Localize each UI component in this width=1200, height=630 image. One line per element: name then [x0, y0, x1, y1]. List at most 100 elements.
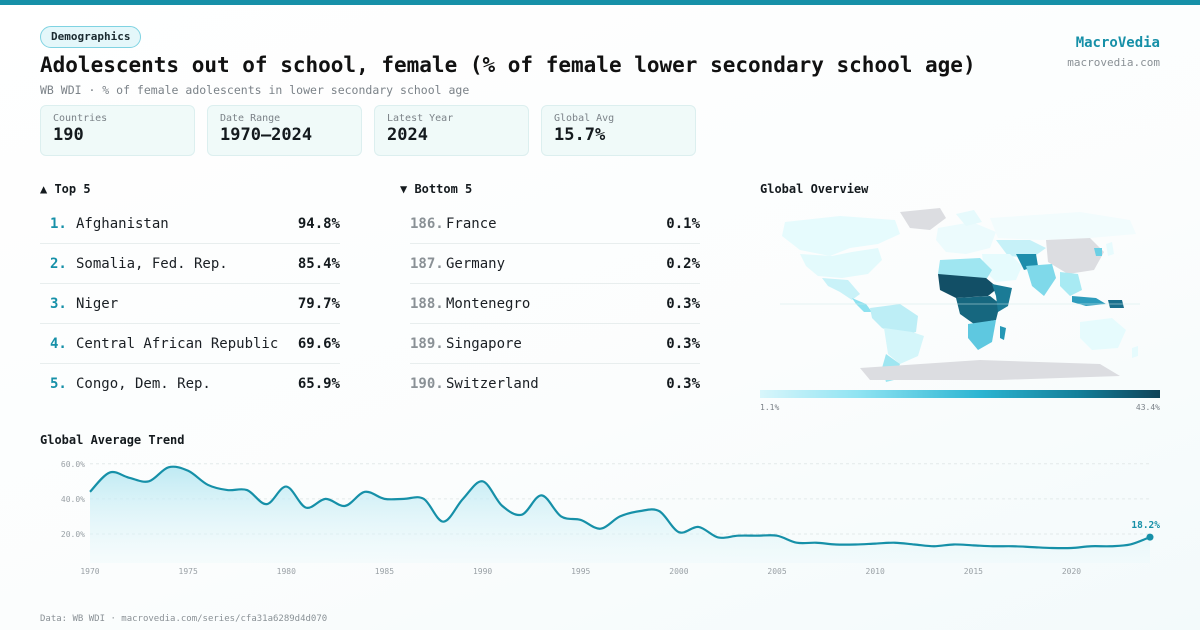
top5-heading: ▲ Top 5	[40, 182, 91, 196]
region-south-america-north	[870, 304, 918, 336]
region-europe	[936, 222, 996, 254]
stat-label: Countries	[53, 113, 108, 124]
region-greenland	[900, 208, 946, 230]
region-southeast-asia	[1060, 272, 1082, 296]
country-value: 79.7%	[297, 295, 340, 312]
x-tick-label: 1995	[571, 567, 590, 576]
top5-row[interactable]: 2. Somalia, Fed. Rep. 85.4%	[40, 244, 340, 284]
x-tick-label: 1975	[179, 567, 198, 576]
country-value: 94.8%	[297, 215, 340, 232]
trend-heading: Global Average Trend	[40, 433, 185, 447]
x-tick-label: 2015	[964, 567, 983, 576]
x-tick-label: 2010	[866, 567, 885, 576]
region-korea	[1094, 248, 1102, 256]
x-tick-label: 2000	[669, 567, 688, 576]
region-southern-africa	[968, 320, 996, 350]
brand-url[interactable]: macrovedia.com	[1067, 56, 1160, 69]
world-choropleth-map[interactable]	[760, 204, 1160, 384]
rank-number: 2.	[50, 255, 67, 272]
region-central-america	[852, 298, 872, 312]
stat-card-countries: Countries 190	[40, 105, 195, 156]
country-name: Central African Republic	[76, 335, 279, 352]
rank-number: 190.	[410, 376, 444, 392]
country-value: 0.2%	[666, 255, 700, 272]
trend-area	[90, 466, 1150, 563]
region-scandinavia	[956, 210, 982, 226]
country-value: 0.1%	[666, 215, 700, 232]
top5-row[interactable]: 4. Central African Republic 69.6%	[40, 324, 340, 364]
bottom5-row[interactable]: 190. Switzerland 0.3%	[410, 364, 700, 404]
top5-list: 1. Afghanistan 94.8% 2. Somalia, Fed. Re…	[40, 204, 340, 404]
top5-row[interactable]: 1. Afghanistan 94.8%	[40, 204, 340, 244]
stat-card-date-range: Date Range 1970–2024	[207, 105, 362, 156]
rank-number: 189.	[410, 335, 444, 352]
stat-value: 190	[53, 125, 84, 145]
label-layer: 60.0% 40.0% 20.0% 1970 1975 1980 1985 1990 1995 2…	[61, 460, 1160, 576]
country-value: 69.6%	[297, 335, 340, 352]
region-india	[1026, 264, 1056, 296]
page-title: Adolescents out of school, female (% of …	[40, 53, 976, 77]
country-name: Congo, Dem. Rep.	[76, 376, 211, 392]
rank-number: 188.	[410, 295, 444, 312]
region-sahel	[938, 274, 998, 298]
bottom5-row[interactable]: 189. Singapore 0.3%	[410, 324, 700, 364]
trend-line	[89, 465, 1151, 550]
map-legend-gradient	[760, 390, 1160, 398]
map-legend-min: 1.1%	[760, 403, 780, 412]
rank-number: 1.	[50, 215, 67, 232]
area-layer	[89, 465, 1154, 563]
country-value: 85.4%	[297, 255, 340, 272]
region-madagascar	[1000, 326, 1006, 340]
rank-number: 187.	[410, 255, 444, 272]
country-name: Montenegro	[446, 295, 531, 312]
top5-row[interactable]: 5. Congo, Dem. Rep. 65.9%	[40, 364, 340, 404]
region-central-asia	[996, 240, 1046, 258]
region-mexico	[822, 278, 860, 300]
x-tick-label: 1970	[80, 567, 99, 576]
brand-name[interactable]: MacroVedia	[1075, 35, 1160, 51]
country-value: 0.3%	[666, 376, 700, 392]
bottom5-row[interactable]: 186. France 0.1%	[410, 204, 700, 244]
country-value: 0.3%	[666, 335, 700, 352]
region-japan	[1106, 242, 1114, 256]
rank-number: 3.	[50, 295, 67, 312]
map-legend-max: 43.4%	[1135, 403, 1160, 412]
category-badge[interactable]: Demographics	[40, 26, 142, 48]
region-russia	[990, 212, 1136, 240]
country-value: 65.9%	[297, 376, 340, 392]
region-central-africa	[956, 296, 1000, 324]
stat-label: Global Avg	[554, 113, 615, 124]
region-usa	[800, 248, 882, 278]
region-china	[1046, 238, 1104, 274]
stat-value: 2024	[387, 125, 428, 145]
trend-chart[interactable]: 60.0% 40.0% 20.0% 1970 1975 1980 1985 1990 1995 2…	[40, 455, 1170, 580]
x-tick-label: 1980	[277, 567, 296, 576]
y-tick-label: 40.0%	[61, 495, 85, 504]
x-tick-label: 2005	[767, 567, 786, 576]
x-tick-label: 2020	[1062, 567, 1081, 576]
top5-row[interactable]: 3. Niger 79.7%	[40, 284, 340, 324]
stat-label: Latest Year	[387, 113, 454, 124]
stat-value: 1970–2024	[220, 125, 313, 145]
bottom5-row[interactable]: 188. Montenegro 0.3%	[410, 284, 700, 324]
region-australia	[1080, 318, 1126, 350]
rank-number: 186.	[410, 215, 444, 232]
stat-value: 15.7%	[554, 125, 606, 145]
bottom5-row[interactable]: 187. Germany 0.2%	[410, 244, 700, 284]
trend-end-point	[1146, 533, 1154, 541]
world-map-svg	[780, 208, 1140, 382]
region-new-zealand	[1132, 346, 1138, 358]
country-name: Switzerland	[446, 376, 539, 392]
country-name: Afghanistan	[76, 215, 169, 232]
top-accent-bar	[0, 0, 1200, 5]
region-canada	[782, 216, 900, 256]
map-heading: Global Overview	[760, 182, 869, 196]
country-name: France	[446, 215, 497, 232]
country-value: 0.3%	[666, 295, 700, 312]
stat-label: Date Range	[220, 113, 281, 124]
region-brazil	[884, 328, 924, 364]
country-name: Somalia, Fed. Rep.	[76, 255, 228, 272]
region-east-africa	[992, 284, 1012, 312]
rank-number: 5.	[50, 376, 67, 392]
country-name: Niger	[76, 295, 119, 312]
